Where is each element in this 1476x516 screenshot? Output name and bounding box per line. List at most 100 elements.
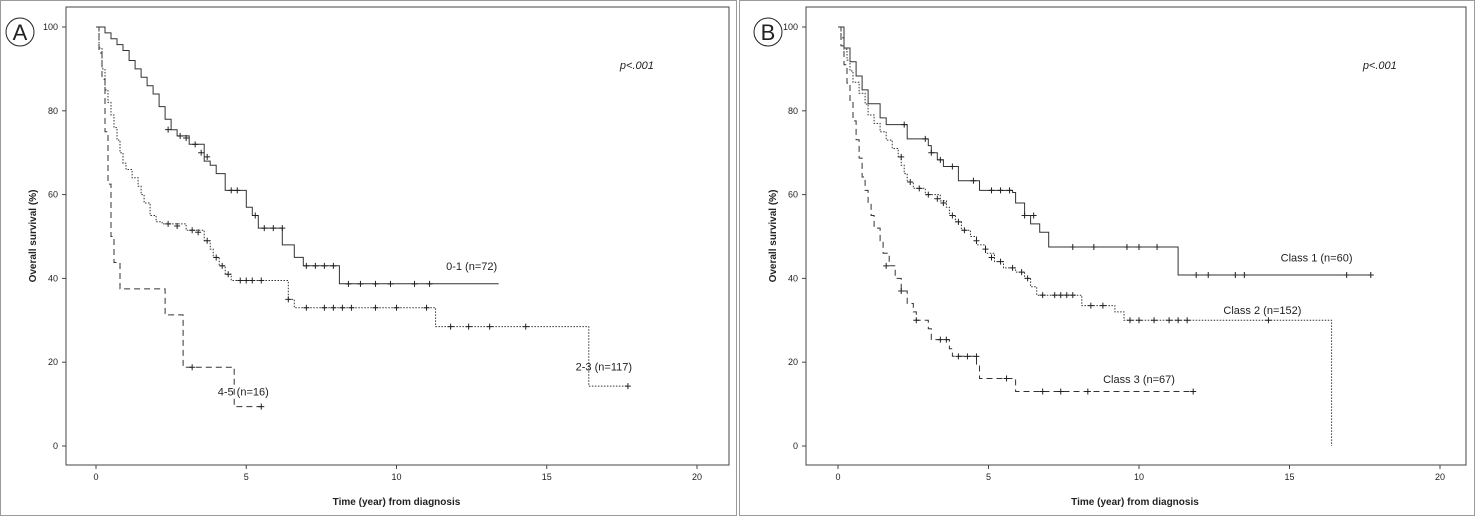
censor-mark xyxy=(243,277,250,284)
censor-mark xyxy=(234,187,241,194)
censor-mark xyxy=(303,262,310,269)
censor-mark xyxy=(1151,317,1158,324)
censor-mark xyxy=(1051,292,1058,299)
censor-mark xyxy=(393,304,400,311)
y-axis-title: Overall survival (%) xyxy=(768,190,779,283)
series-label: 0-1 (n=72) xyxy=(446,261,497,273)
x-tick-label: 10 xyxy=(391,472,401,482)
series-label: Class 2 (n=152) xyxy=(1223,305,1301,317)
censor-mark xyxy=(447,323,454,330)
y-tick-label: 60 xyxy=(788,190,798,200)
censor-mark xyxy=(372,304,379,311)
x-tick-label: 5 xyxy=(986,472,991,482)
panel-b: B 0 5 10 15 20 0 20 40 60 80 100 Time (year) from d… xyxy=(739,0,1475,516)
censor-mark xyxy=(961,227,968,234)
censor-mark xyxy=(312,262,319,269)
censor-mark xyxy=(898,287,905,294)
panel-b-letter: B xyxy=(761,20,776,45)
x-tick-label: 15 xyxy=(542,472,552,482)
survival-curve-solid xyxy=(96,26,499,285)
censor-mark xyxy=(1003,375,1010,382)
censor-mark xyxy=(1343,272,1350,279)
censor-mark xyxy=(486,323,493,330)
censor-mark xyxy=(279,225,286,232)
censor-mark xyxy=(423,304,430,311)
x-tick-label: 0 xyxy=(93,472,98,482)
y-tick-label: 80 xyxy=(48,106,58,116)
censor-mark xyxy=(934,195,941,202)
survival-curve-dotted xyxy=(838,26,1333,446)
x-tick-label: 20 xyxy=(692,472,702,482)
y-tick-label: 100 xyxy=(783,22,798,32)
panel-b-plot: 0 5 10 15 20 0 20 40 60 80 100 Time (year) from dia… xyxy=(768,6,1467,508)
censor-mark xyxy=(1087,302,1094,309)
panel-a-frame xyxy=(0,0,737,516)
censor-mark xyxy=(258,403,265,410)
censor-mark xyxy=(1039,388,1046,395)
censor-mark xyxy=(228,187,235,194)
censor-mark xyxy=(330,262,337,269)
censor-mark xyxy=(1265,317,1272,324)
censor-mark xyxy=(943,336,950,343)
censor-mark xyxy=(913,317,920,324)
censor-mark xyxy=(213,254,220,261)
censor-mark xyxy=(339,304,346,311)
censor-mark xyxy=(964,353,971,360)
censor-mark xyxy=(1184,317,1191,324)
censor-mark xyxy=(1024,275,1031,282)
censor-mark xyxy=(204,237,211,244)
series-label: Class 1 (n=60) xyxy=(1281,253,1353,265)
censor-mark xyxy=(189,364,196,371)
censor-mark xyxy=(195,229,202,236)
censor-mark xyxy=(1084,388,1091,395)
y-tick-label: 100 xyxy=(43,22,58,32)
y-tick-label: 20 xyxy=(788,357,798,367)
censor-mark xyxy=(1057,388,1064,395)
censor-mark xyxy=(1069,243,1076,250)
y-tick-label: 60 xyxy=(48,190,58,200)
survival-curve-dashed xyxy=(96,26,262,408)
censor-mark xyxy=(883,262,890,269)
series-label: Class 3 (n=67) xyxy=(1103,374,1175,386)
censor-mark xyxy=(1175,317,1182,324)
censor-mark xyxy=(982,246,989,253)
x-tick-label: 0 xyxy=(835,472,840,482)
censor-mark xyxy=(192,141,199,148)
panel-b-letter-circle xyxy=(753,17,783,47)
censor-mark xyxy=(1090,243,1097,250)
plot-frame xyxy=(805,6,1467,466)
panel-a-letter: A xyxy=(13,20,28,45)
y-axis-title: Overall survival (%) xyxy=(28,190,39,283)
panel-a-letter-circle xyxy=(5,17,35,47)
p-value-annotation: p<.001 xyxy=(1362,60,1397,72)
censor-mark xyxy=(237,277,244,284)
censor-mark xyxy=(321,262,328,269)
censor-mark xyxy=(330,304,337,311)
censor-mark xyxy=(225,271,232,278)
censor-mark xyxy=(922,135,929,142)
censor-mark xyxy=(357,280,364,287)
y-tick-label: 0 xyxy=(793,441,798,451)
censor-mark xyxy=(988,254,995,261)
survival-curve-dotted xyxy=(96,26,628,387)
censor-mark xyxy=(1154,243,1161,250)
censor-mark xyxy=(465,323,472,330)
series-label: 4-5 (n=16) xyxy=(218,387,269,399)
censor-mark xyxy=(165,126,172,133)
series-label: 2-3 (n=117) xyxy=(576,362,632,374)
censor-mark xyxy=(321,304,328,311)
censor-mark xyxy=(1136,243,1142,250)
censor-mark xyxy=(219,262,226,269)
censor-mark xyxy=(949,212,956,219)
censor-mark xyxy=(973,353,980,360)
censor-mark xyxy=(970,177,977,184)
x-tick-label: 10 xyxy=(1134,472,1144,482)
censor-mark xyxy=(937,336,944,343)
censor-mark xyxy=(249,277,256,284)
p-value-annotation: p<.001 xyxy=(619,60,654,72)
censor-mark xyxy=(1006,187,1013,194)
censor-mark xyxy=(270,225,277,232)
censor-mark xyxy=(387,280,394,287)
censor-mark xyxy=(973,237,980,244)
censor-mark xyxy=(898,153,905,160)
